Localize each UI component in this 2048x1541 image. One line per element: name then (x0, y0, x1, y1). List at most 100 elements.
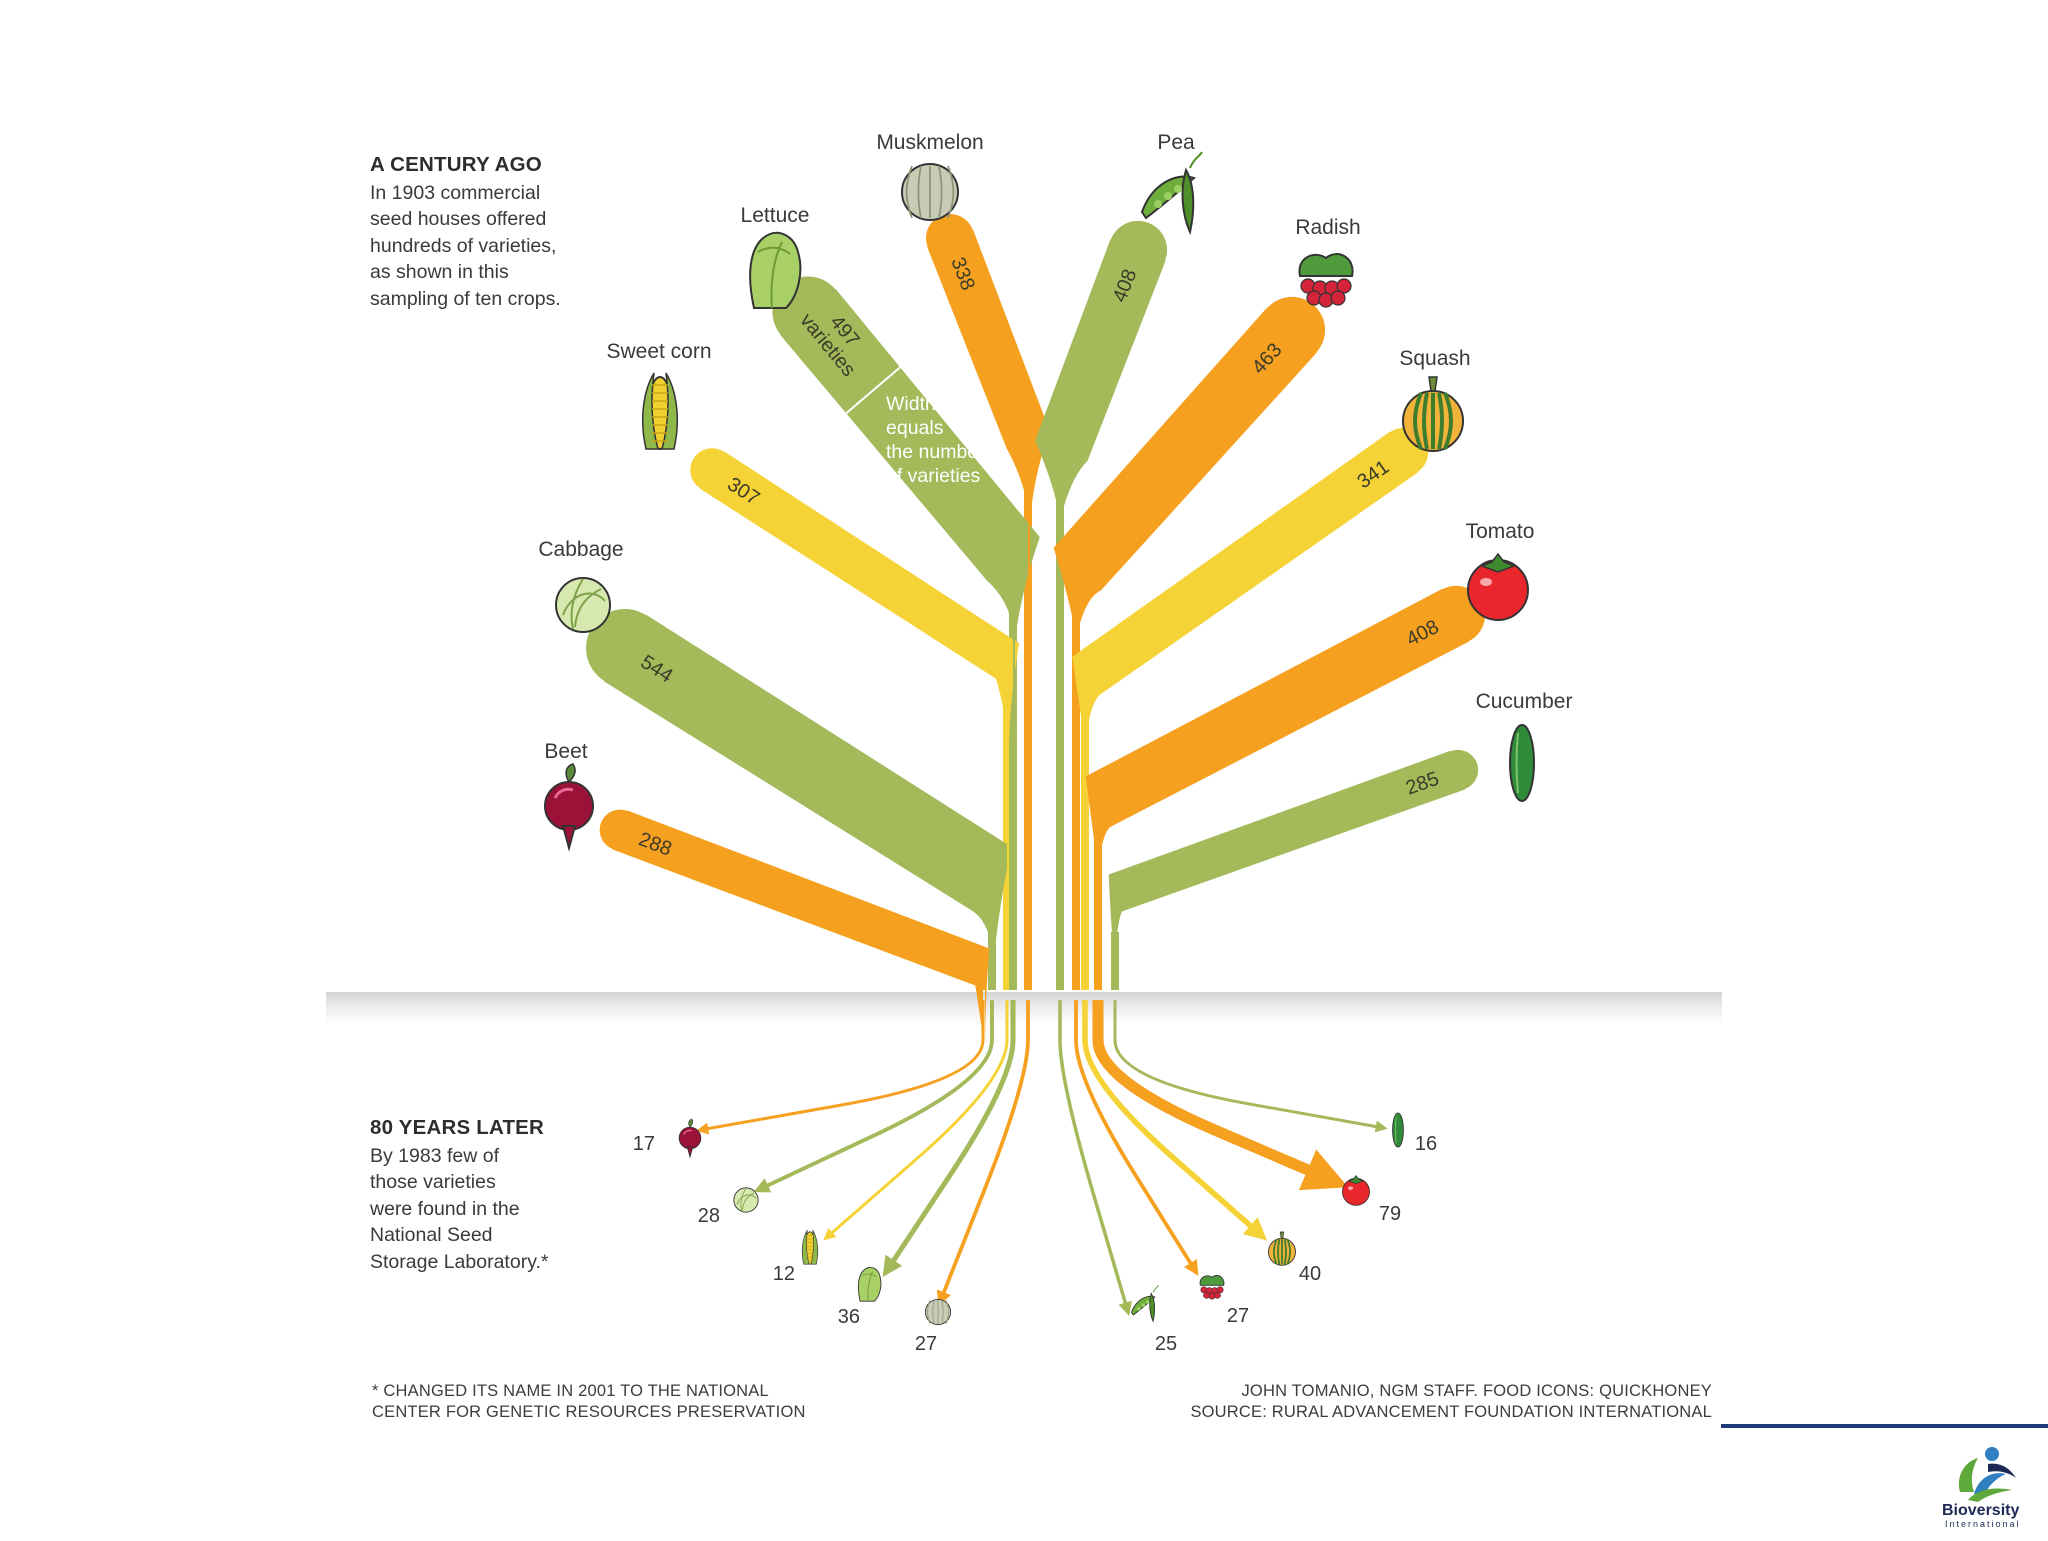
crop-label-sweet-corn: Sweet corn (606, 340, 711, 363)
pea-icon (1131, 1285, 1159, 1323)
value-labels-1983: 17 28 12 36 27 25 27 40 79 16 (633, 1133, 1437, 1355)
cucumber-icon (1509, 724, 1535, 802)
corn-icon (801, 1229, 819, 1265)
width-legend-line-3: the number (886, 441, 985, 463)
intro-text-block: A CENTURY AGO In 1903 commercial seed ho… (370, 152, 630, 312)
muskmelon-icon (901, 163, 959, 221)
later-text-block: 80 YEARS LATER By 1983 few of those vari… (370, 1115, 630, 1275)
arrow-lettuce (882, 1000, 1016, 1278)
bioversity-logo: Bioversity International (1938, 1440, 2038, 1530)
value-1983-beet: 17 (633, 1133, 655, 1155)
width-legend-line-1: Width (886, 393, 936, 415)
intro-line-5: sampling of ten crops. (370, 287, 561, 310)
later-line-1: By 1983 few of (370, 1144, 499, 1167)
lettuce-icon (857, 1266, 882, 1302)
arrow-radish (1074, 1000, 1199, 1276)
branch-pea (1035, 239, 1166, 990)
ground-band (326, 992, 1722, 1024)
width-legend-line-4: of varieties (886, 465, 981, 487)
value-1983-muskmelon: 27 (915, 1333, 937, 1355)
branch-cap-beet (599, 809, 641, 851)
arrow-cucumber (1113, 1000, 1388, 1133)
radish-icon (1298, 253, 1354, 308)
credits-line-1: JOHN TOMANIO, NGM STAFF. FOOD ICONS: QUI… (1241, 1382, 1712, 1400)
branch-sweet-corn (699, 451, 1020, 990)
intro-line-4: as shown in this (370, 261, 509, 283)
branch-beet (612, 810, 990, 1048)
arrow-squash (1082, 1000, 1268, 1241)
branch-squash (1072, 431, 1419, 991)
corn-icon (641, 372, 679, 450)
squash-icon (1268, 1231, 1296, 1266)
width-legend: Width equals the number of varieties (836, 352, 985, 487)
branch-cap-radish (1258, 296, 1326, 364)
arrow-branches-1983 (696, 1000, 1388, 1317)
crop-label-radish: Radish (1295, 216, 1360, 239)
branch-cap-sweet-corn (690, 448, 734, 492)
later-heading: 80 YEARS LATER (370, 1116, 545, 1139)
crop-label-lettuce: Lettuce (741, 204, 810, 227)
beet-icon (678, 1118, 702, 1159)
branch-tomato (1085, 588, 1470, 990)
tomato-icon (1467, 552, 1529, 621)
intro-line-2: seed houses offered (370, 208, 547, 230)
value-1983-squash: 40 (1299, 1263, 1321, 1285)
branch-cap-cucumber (1437, 749, 1479, 791)
width-legend-line-2: equals (886, 417, 944, 439)
later-line-4: National Seed (370, 1224, 493, 1246)
crop-labels: Beet Cabbage Sweet corn Lettuce Muskmelon Pea… (538, 131, 1572, 763)
branch-cabbage (603, 614, 1012, 990)
value-1983-sweet-corn: 12 (773, 1263, 795, 1285)
crop-label-cucumber: Cucumber (1476, 690, 1573, 713)
later-line-2: those varieties (370, 1171, 496, 1193)
value-1983-tomato: 79 (1379, 1203, 1401, 1225)
arrow-tomato (1092, 1000, 1349, 1191)
intro-heading: A CENTURY AGO (370, 153, 542, 176)
branch-cap-pea (1108, 220, 1168, 280)
crop-icons-1983 (678, 1112, 1404, 1326)
radish-icon (1199, 1274, 1225, 1300)
cabbage-icon (733, 1187, 759, 1213)
value-1983-cabbage: 28 (698, 1205, 720, 1227)
beet-icon (544, 763, 594, 852)
arrow-cabbage (753, 1000, 994, 1193)
logo-mark-icon (1958, 1447, 2016, 1502)
credits-line-2: SOURCE: RURAL ADVANCEMENT FOUNDATION INT… (1190, 1403, 1712, 1421)
width-legend-arrow (836, 352, 918, 422)
lettuce-icon (749, 231, 802, 309)
logo-name: Bioversity (1942, 1502, 2020, 1519)
crop-label-beet: Beet (544, 740, 587, 763)
branches (586, 213, 1486, 1048)
value-1983-radish: 27 (1227, 1305, 1249, 1327)
later-line-3: were found in the (370, 1197, 520, 1220)
value-1983-pea: 25 (1155, 1333, 1177, 1355)
crop-label-muskmelon: Muskmelon (876, 131, 983, 154)
intro-line-1: In 1903 commercial (370, 181, 541, 204)
tomato-icon (1342, 1175, 1370, 1206)
branch-cap-muskmelon (925, 213, 975, 263)
crop-label-cabbage: Cabbage (538, 538, 623, 561)
crop-label-pea: Pea (1157, 131, 1195, 154)
arrow-beet (696, 1000, 985, 1135)
pea-icon (1140, 151, 1203, 236)
later-line-5: Storage Laboratory.* (370, 1250, 549, 1273)
muskmelon-icon (924, 1298, 952, 1326)
arrow-pea (1058, 1000, 1132, 1317)
footer-rule (1721, 1424, 2048, 1428)
intro-line-3: hundreds of varieties, (370, 234, 557, 257)
squash-icon (1402, 376, 1464, 452)
arrow-sweet-corn (823, 1000, 1009, 1241)
branch-lettuce (780, 289, 1040, 990)
crop-label-tomato: Tomato (1466, 520, 1535, 543)
footnote: * CHANGED ITS NAME IN 2001 TO THE NATION… (372, 1381, 806, 1423)
footnote-line-1: * CHANGED ITS NAME IN 2001 TO THE NATION… (372, 1382, 769, 1400)
credits: JOHN TOMANIO, NGM STAFF. FOOD ICONS: QUI… (1190, 1381, 1712, 1423)
arrow-muskmelon (936, 1000, 1030, 1307)
value-1983-lettuce: 36 (838, 1306, 860, 1328)
value-1983-cucumber: 16 (1415, 1133, 1437, 1155)
crop-icons (544, 151, 1535, 852)
branch-cap-cabbage (586, 609, 664, 687)
footnote-line-2: CENTER FOR GENETIC RESOURCES PRESERVATIO… (372, 1403, 806, 1421)
